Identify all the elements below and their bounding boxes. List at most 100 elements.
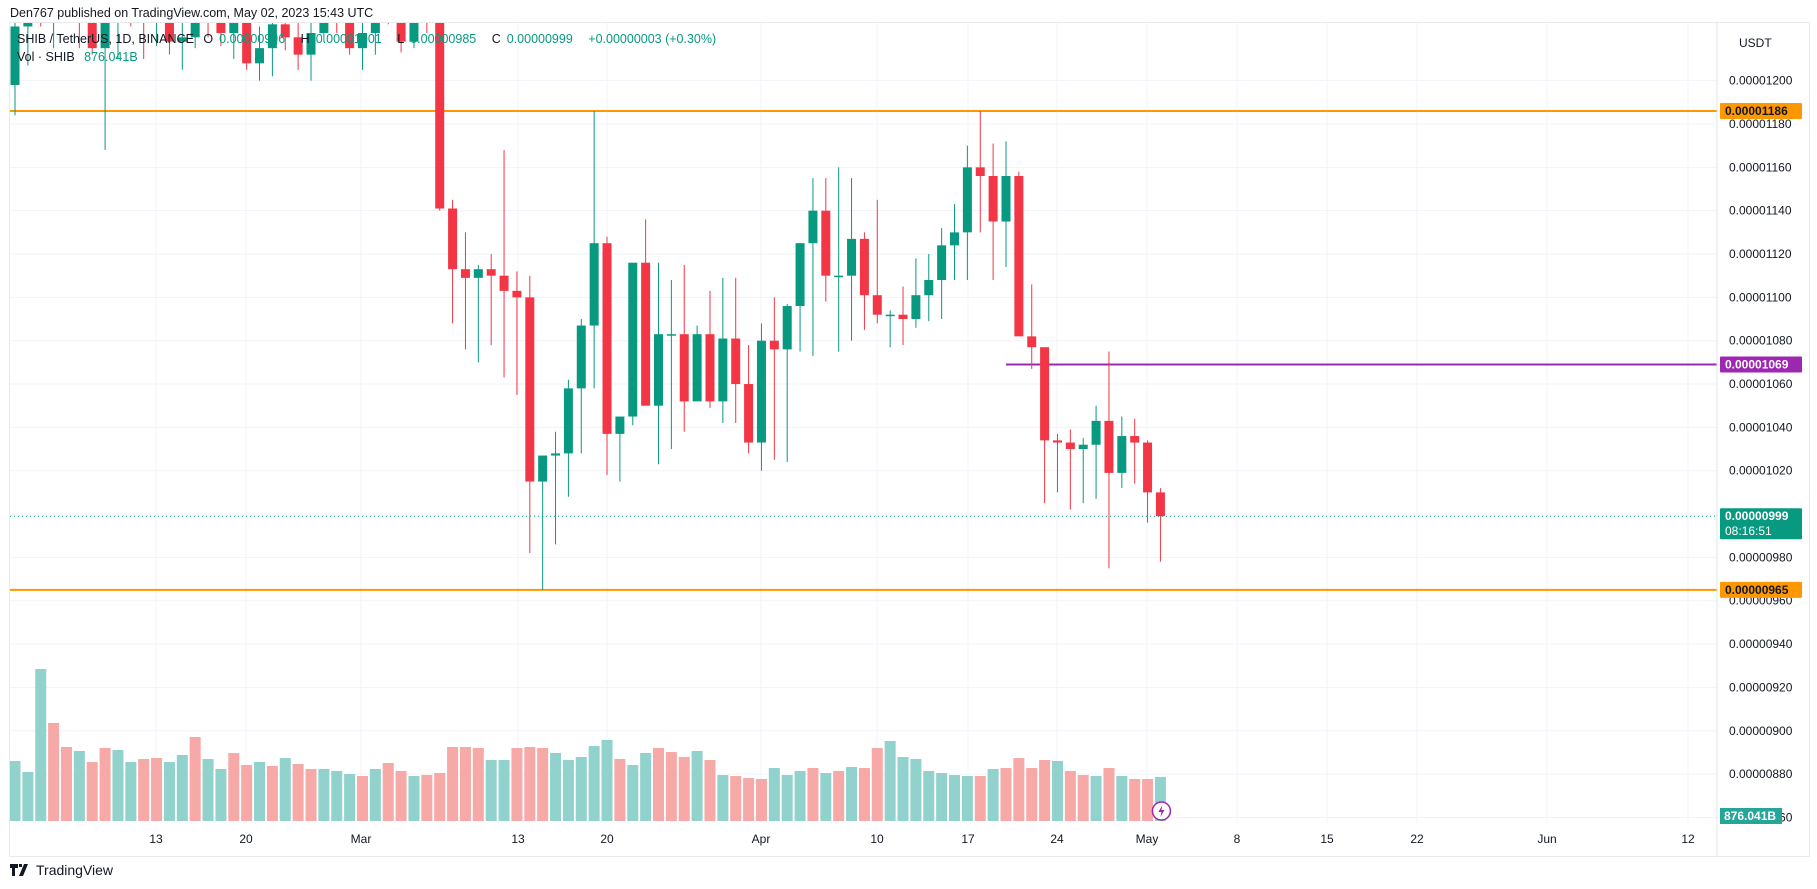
candle[interactable] [460,232,470,350]
candle[interactable] [847,178,857,341]
candle[interactable] [100,23,110,151]
candle[interactable] [370,23,380,55]
candle[interactable] [731,277,741,424]
candle[interactable] [525,275,535,554]
candle[interactable] [924,254,934,322]
candle[interactable] [396,23,406,53]
candle[interactable] [641,219,651,406]
candle[interactable] [911,258,921,328]
candle[interactable] [615,416,625,482]
candle[interactable] [718,277,728,424]
candle[interactable] [962,145,972,281]
time-tick-label: 12 [1681,832,1695,846]
volume-title[interactable]: Vol · SHIB [17,50,75,64]
candle[interactable] [1052,433,1062,493]
candle[interactable] [988,143,998,281]
candle[interactable] [36,23,45,27]
volume-bar [653,748,664,821]
candle[interactable] [357,23,367,70]
candle[interactable] [113,23,122,59]
candle[interactable] [756,323,766,471]
candle[interactable] [126,23,135,27]
candle[interactable] [744,345,754,454]
candle[interactable] [1117,416,1127,489]
candle[interactable] [563,379,573,497]
candle[interactable] [576,319,586,454]
candle[interactable] [679,264,689,432]
candle[interactable] [384,23,393,25]
candle[interactable] [589,111,599,389]
candle[interactable] [551,431,561,545]
volume-bar [1103,768,1115,821]
candle[interactable] [1091,405,1101,499]
candle[interactable] [319,23,329,42]
volume-bar [833,771,845,821]
candle[interactable] [602,236,612,476]
candle[interactable] [666,280,676,450]
candle[interactable] [821,178,831,302]
candle[interactable] [885,310,895,348]
candle[interactable] [654,262,663,465]
candle[interactable] [1001,141,1011,268]
candle[interactable] [769,297,779,460]
candle[interactable] [795,243,805,352]
candle[interactable] [499,150,509,378]
candle[interactable] [435,23,445,211]
candle[interactable] [937,228,947,320]
candle[interactable] [872,199,882,324]
candle[interactable] [49,23,58,49]
candle[interactable] [1130,418,1140,484]
candle[interactable] [152,23,161,46]
volume-bar [408,776,420,821]
candle[interactable] [255,26,265,81]
candle[interactable] [473,264,483,363]
candle[interactable] [280,23,290,51]
candle[interactable] [898,286,908,346]
candle[interactable] [1065,429,1075,510]
candle[interactable] [164,23,174,55]
candle[interactable] [75,23,84,49]
candle[interactable] [950,204,960,281]
candle[interactable] [448,199,458,324]
candle[interactable] [486,254,496,346]
candle[interactable] [1104,351,1114,569]
chart-canvas[interactable]: USDT 0.00001200 0.00001180 0.00001160 0.0000… [10,23,1809,856]
candle[interactable] [216,23,226,46]
candle[interactable] [242,23,252,70]
candle[interactable] [628,262,638,426]
candle[interactable] [345,23,355,55]
candle[interactable] [139,23,148,59]
candle[interactable] [10,23,20,116]
volume-bar [1064,771,1076,821]
currency-label[interactable]: USDT [1739,36,1772,50]
candle[interactable] [512,271,522,395]
candle[interactable] [306,23,316,81]
volume-bar [665,752,677,821]
candle[interactable] [705,290,715,408]
candle[interactable] [975,111,985,233]
candle[interactable] [538,455,548,590]
candle[interactable] [293,23,303,70]
candle[interactable] [177,23,187,70]
candle[interactable] [808,178,818,356]
candle[interactable] [23,23,33,66]
candle[interactable] [1040,347,1050,504]
candle[interactable] [692,325,702,402]
candle[interactable] [1014,171,1024,337]
candle[interactable] [1155,488,1165,562]
candle[interactable] [1027,284,1037,369]
candle[interactable] [409,23,419,49]
candle[interactable] [782,303,792,463]
candle[interactable] [1143,440,1153,523]
candle[interactable] [1078,438,1088,504]
candle[interactable] [204,23,213,38]
chart-frame[interactable]: USDT 0.00001200 0.00001180 0.00001160 0.0000… [9,22,1810,857]
lightning-icon[interactable] [1151,801,1172,821]
candle[interactable] [190,23,200,49]
symbol-title[interactable]: SHIB / TetherUS, 1D, BINANCE [17,32,194,46]
candle[interactable] [834,167,844,352]
candle[interactable] [267,23,277,77]
candle[interactable] [859,232,869,330]
candle[interactable] [87,23,97,55]
candle[interactable] [229,23,239,59]
